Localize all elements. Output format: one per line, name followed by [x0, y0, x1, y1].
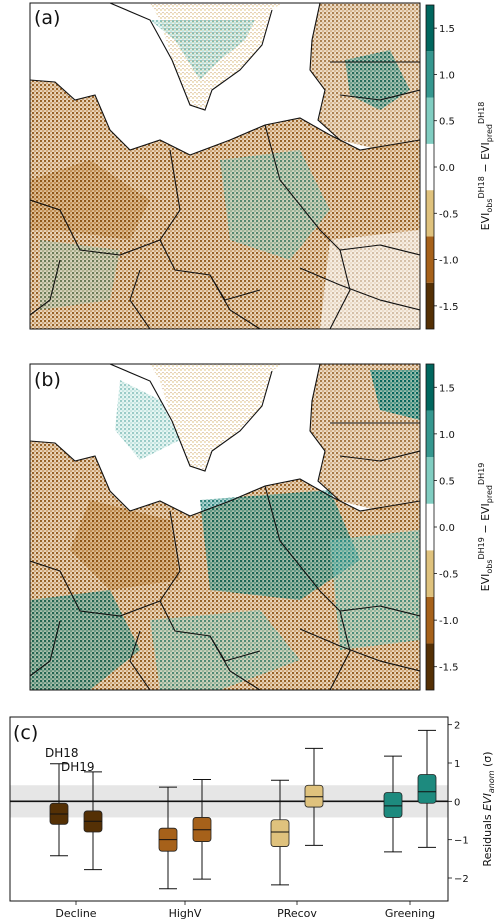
- map-panel-a: (a): [29, 2, 421, 330]
- box-precov-dh19: [304, 747, 324, 846]
- box-decline-dh18: [49, 763, 69, 857]
- panel-b-label: (b): [34, 369, 61, 391]
- colorbar-tick-label: -0.5: [439, 209, 459, 220]
- box-greening-dh19: [417, 729, 437, 848]
- legend-label-dh19: DH19: [61, 760, 95, 774]
- colorbar-tick-label: -1.0: [439, 256, 459, 267]
- colorbar-bin: [426, 364, 434, 411]
- y-tick-label: 1: [454, 759, 460, 770]
- boxplot-panel: 2 1 0 −1 −2 (c) DH18 DH19 Residuals EVIanom …: [9, 716, 496, 920]
- land-scandinavia: [105, 364, 282, 471]
- colorbar-bin: [426, 97, 434, 144]
- colorbar-bin: [426, 596, 434, 644]
- colorbar-bin: [426, 5, 434, 52]
- colorbar-bin: [426, 457, 434, 504]
- colorbar-bin: [426, 643, 434, 690]
- colorbar-bin: [426, 236, 434, 283]
- box-precov-dh18: [270, 779, 290, 886]
- colorbar-a-label: EVIobsDH18 − EVIpredDH18: [477, 102, 494, 231]
- colorbar-tick-label: 0.0: [439, 523, 455, 534]
- box-highv-dh18: [158, 786, 178, 890]
- colorbar-bin: [426, 51, 434, 98]
- colorbar-tick-label: 0.5: [439, 476, 455, 487]
- colorbar-tick-label: 0.5: [439, 117, 455, 128]
- colorbar-tick-label: -1.0: [439, 616, 459, 627]
- x-tick-label: HighV: [169, 907, 202, 920]
- land-continent: [30, 80, 420, 329]
- box-body: [417, 774, 437, 804]
- colorbar-tick-label: -1.5: [439, 663, 459, 674]
- x-tick-label: Greening: [385, 907, 435, 920]
- map-panel-b: (b): [29, 363, 421, 691]
- x-tick-label: PRecov: [277, 907, 317, 920]
- colorbar-a: 1.5 1.0 0.5 0.0 -0.5 -1.0 -1.5: [425, 4, 459, 330]
- colorbar-bin: [426, 143, 434, 191]
- box-greening-dh18: [383, 755, 403, 853]
- colorbar-tick-label: 1.5: [439, 24, 455, 35]
- y-tick-label: −1: [454, 836, 469, 847]
- x-tick-label: Decline: [55, 907, 96, 920]
- colorbar-tick-label: -1.5: [439, 302, 459, 313]
- colorbar-tick-label: 1.5: [439, 383, 455, 394]
- colorbar-tick-label: 1.0: [439, 70, 455, 81]
- box-decline-dh19: [83, 771, 103, 871]
- colorbar-bin: [426, 190, 434, 237]
- legend-label-dh18: DH18: [45, 746, 79, 760]
- box-highv-dh19: [192, 778, 212, 880]
- panel-c-label: (c): [13, 722, 38, 744]
- box-body: [383, 792, 403, 818]
- y-tick-label: 2: [454, 721, 460, 732]
- colorbar-tick-label: 0.0: [439, 163, 455, 174]
- y-tick-label: 0: [454, 797, 460, 808]
- colorbar-b: 1.5 1.0 0.5 0.0 -0.5 -1.0 -1.5: [425, 363, 459, 691]
- colorbar-bin: [426, 410, 434, 458]
- colorbar-tick-label: 1.0: [439, 430, 455, 441]
- colorbar-bin: [426, 550, 434, 597]
- y-tick-label: −2: [454, 874, 469, 885]
- colorbar-tick-label: -0.5: [439, 570, 459, 581]
- colorbar-b-label: EVIobsDH19 − EVIpredDH19: [477, 463, 494, 592]
- y-axis-label: Residuals EVIanom (σ): [481, 751, 496, 866]
- box-body: [304, 784, 324, 808]
- box-body: [270, 819, 290, 847]
- colorbar-bin: [426, 503, 434, 551]
- colorbar-bin: [426, 282, 434, 329]
- panel-a-label: (a): [34, 7, 60, 29]
